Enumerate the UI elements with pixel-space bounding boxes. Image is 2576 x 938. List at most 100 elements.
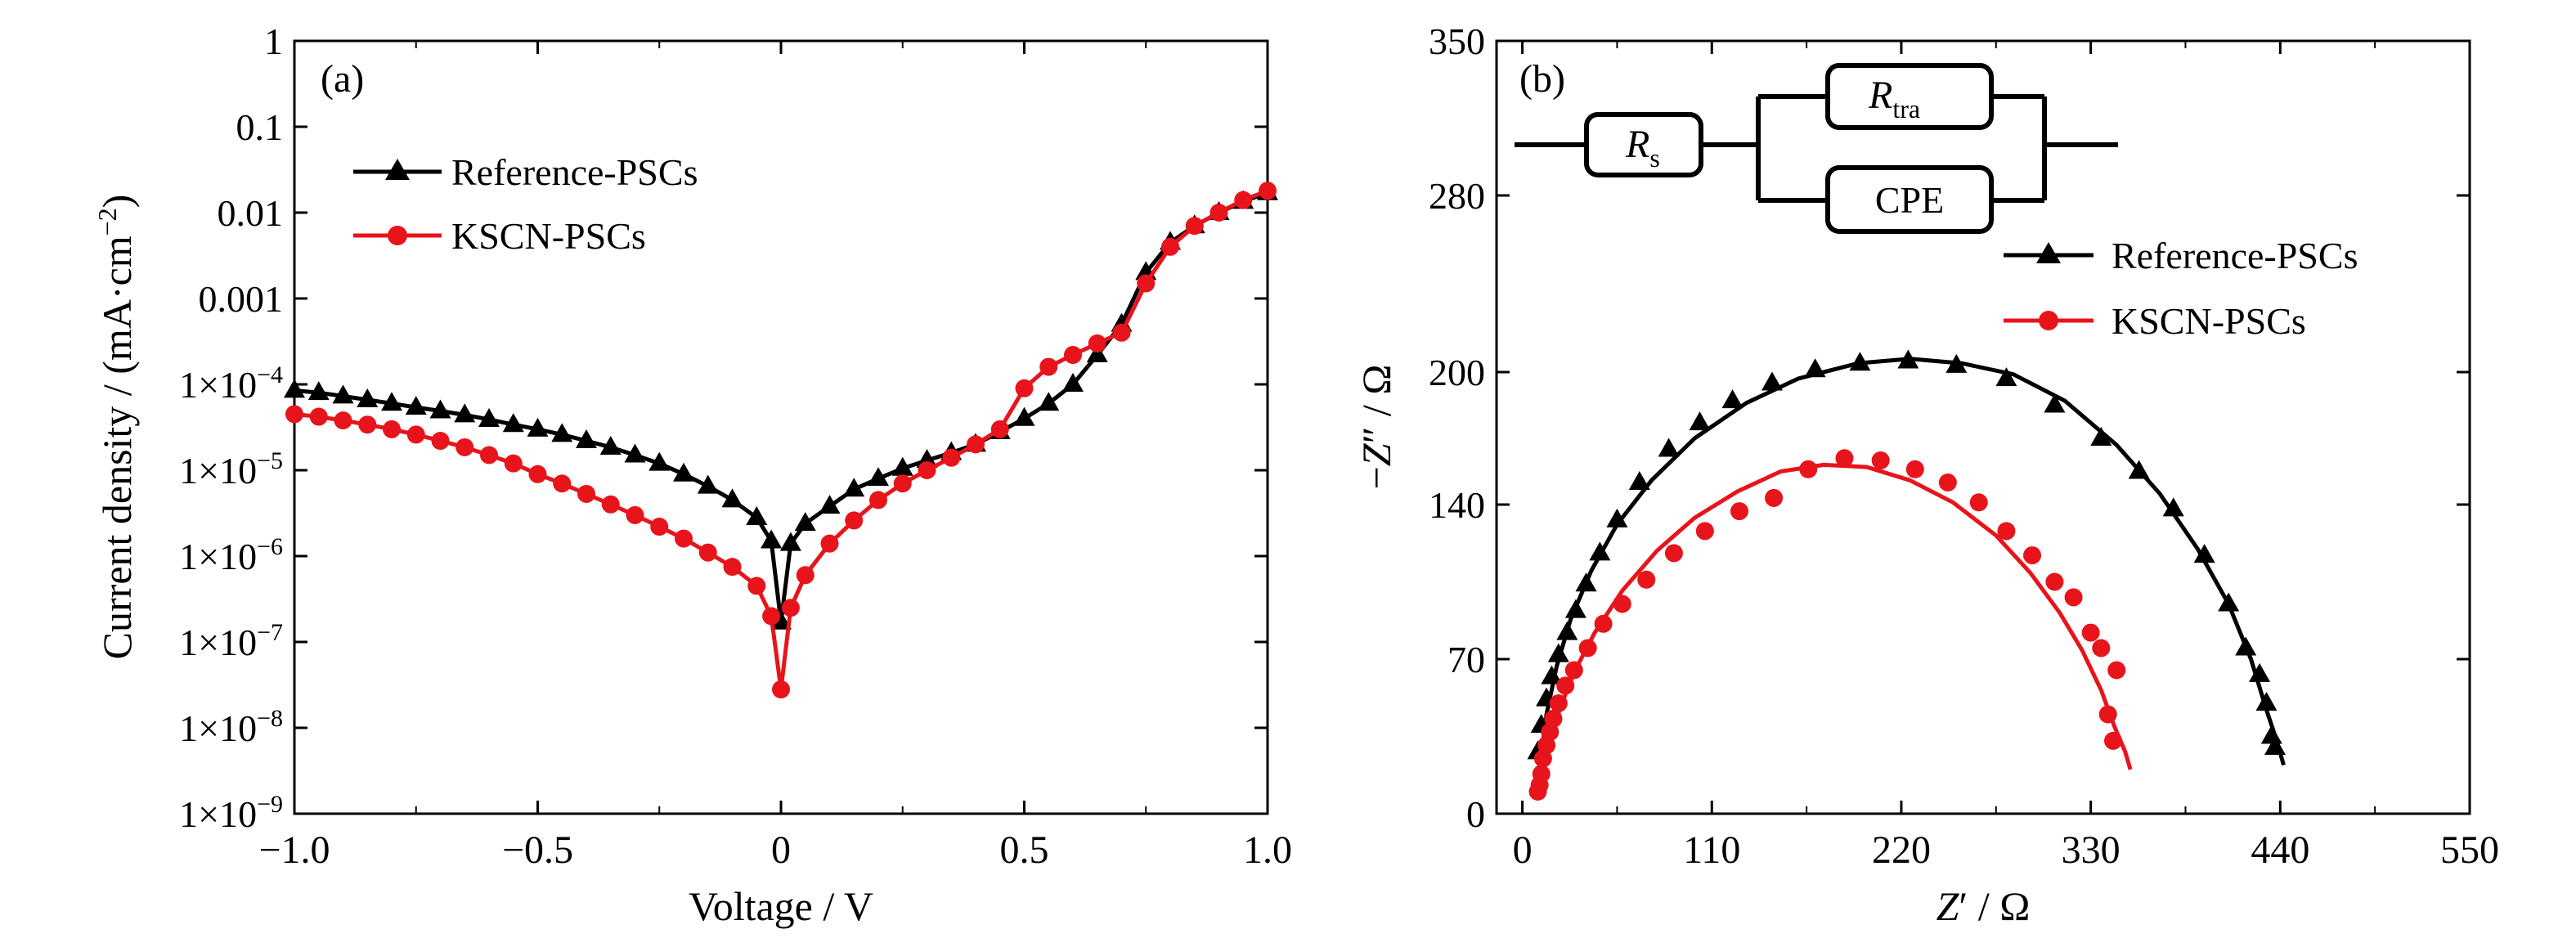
data-point-kscn (1064, 346, 1082, 365)
legend-a-ref-marker (385, 159, 410, 180)
data-point-reference (1547, 643, 1569, 662)
data-point-reference (502, 413, 524, 433)
data-point-kscn (1209, 204, 1228, 222)
y-tick-label: 140 (1429, 484, 1485, 526)
data-point-reference (2260, 725, 2282, 744)
legend-a-ref-label: Reference-PSCs (451, 151, 698, 193)
data-point-reference (1541, 665, 1563, 684)
data-point-reference (697, 474, 719, 494)
data-point-reference (1849, 352, 1871, 371)
x-tick-label: 0 (1513, 828, 1533, 872)
x-tick-label: −1.0 (258, 828, 330, 872)
data-point-kscn (796, 566, 815, 585)
x-tick-label: 550 (2440, 828, 2499, 872)
data-point-kscn (383, 420, 401, 438)
data-point-reference (1689, 411, 1711, 431)
data-point-kscn (2092, 639, 2111, 657)
data-point-kscn (1544, 709, 1563, 728)
panel-a: −1.0 −0.5 0 0.5 1.0 1 0.1 0.01 0.001 1×10−4 1×10−5… (92, 20, 1292, 929)
data-point-reference (1897, 349, 1919, 369)
y-tick-label: 350 (1429, 20, 1485, 62)
data-point-kscn (698, 543, 717, 562)
y-tick-label: 0.1 (236, 106, 284, 148)
data-point-kscn (893, 474, 912, 493)
legend-b-kscn-label: KSCN-PSCs (2112, 300, 2306, 342)
data-point-reference (761, 529, 783, 549)
data-point-kscn (762, 607, 781, 626)
data-point-kscn (967, 435, 985, 454)
data-point-reference (721, 488, 743, 508)
data-point-kscn (1015, 379, 1034, 397)
data-point-reference (1564, 599, 1586, 618)
data-point-kscn (1799, 460, 1818, 478)
data-point-reference (284, 379, 305, 398)
data-point-kscn (1594, 614, 1613, 633)
data-point-kscn (504, 454, 523, 473)
panel-b-ylabel: −Z″ / Ω (1353, 365, 1399, 490)
x-tick-label: −0.5 (502, 828, 573, 872)
data-point-kscn (553, 474, 572, 493)
data-point-reference (576, 429, 597, 449)
data-point-reference (2264, 736, 2286, 755)
data-point-kscn (781, 599, 800, 617)
data-point-reference (1086, 343, 1108, 363)
legend-b-kscn-marker (2039, 311, 2058, 330)
data-point-reference (1761, 371, 1783, 391)
x-tick-label: 0.5 (1000, 828, 1049, 872)
data-point-kscn (1161, 237, 1179, 256)
panel-b-plot-frame (1495, 39, 2471, 815)
data-point-kscn (1039, 357, 1058, 376)
data-point-kscn (1112, 323, 1131, 342)
y-tick-label: 1×10−6 (179, 533, 283, 577)
data-point-reference (1606, 508, 1628, 527)
data-point-reference (429, 399, 451, 419)
data-point-kscn (285, 405, 303, 424)
data-point-kscn (1637, 570, 1656, 589)
data-point-reference (1589, 541, 1611, 561)
data-point-kscn (1556, 676, 1575, 695)
data-point-reference (2218, 592, 2240, 612)
y-tick-label: 1×10−7 (179, 619, 283, 663)
x-tick-label: 0 (771, 828, 791, 872)
y-tick-label: 70 (1447, 639, 1485, 680)
data-point-kscn (845, 511, 864, 530)
data-point-kscn (1730, 502, 1748, 521)
data-point-reference (1721, 389, 1744, 409)
legend-b-ref-label: Reference-PSCs (2112, 235, 2358, 276)
data-point-kscn (431, 432, 450, 451)
data-point-kscn (2107, 661, 2126, 680)
data-point-kscn (1835, 449, 1854, 468)
data-point-kscn (1871, 451, 1890, 469)
data-point-kscn (869, 491, 887, 509)
data-point-kscn (626, 505, 644, 524)
data-point-reference (779, 532, 801, 551)
y-tick-label: 1×10−8 (179, 705, 283, 749)
circuit-rtra-label: Rtra (1868, 74, 1920, 123)
panel-a-legend: Reference-PSCs KSCN-PSCs (353, 151, 698, 257)
data-point-reference (357, 388, 379, 407)
fit-curve-kscn (1537, 462, 2133, 792)
data-point-reference (1995, 367, 2017, 387)
data-point-reference (527, 417, 549, 437)
y-tick-label: 1×10−5 (179, 447, 283, 491)
data-point-kscn (723, 558, 742, 577)
legend-a-kscn-label: KSCN-PSCs (451, 215, 646, 257)
data-point-reference (2162, 497, 2184, 517)
data-point-reference (746, 506, 768, 526)
circuit-cpe-label: CPE (1875, 179, 1944, 221)
data-point-reference (843, 478, 865, 497)
data-point-kscn (309, 407, 328, 426)
data-point-kscn (1088, 334, 1106, 352)
data-point-reference (599, 435, 622, 455)
data-point-kscn (1613, 595, 1631, 613)
data-point-reference (2044, 393, 2066, 413)
data-point-reference (1945, 353, 1968, 373)
data-point-kscn (2023, 546, 2042, 565)
x-tick-label: 220 (1872, 828, 1931, 872)
data-point-kscn (358, 415, 377, 434)
y-tick-label: 1×10−9 (179, 791, 283, 835)
data-point-reference (1556, 621, 1578, 640)
data-point-reference (551, 423, 573, 442)
data-point-kscn (772, 680, 790, 699)
